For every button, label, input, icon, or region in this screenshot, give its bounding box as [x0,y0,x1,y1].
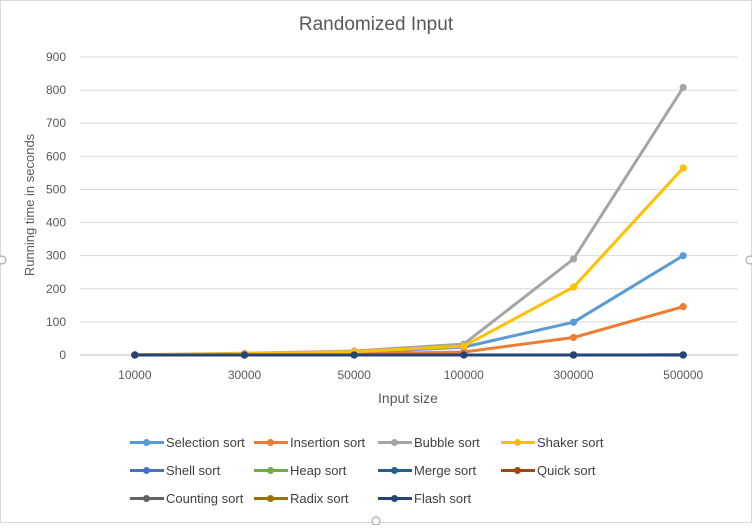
legend-swatch-marker [143,439,150,446]
legend-item: Flash sort [378,488,471,508]
legend-swatch [501,432,535,452]
legend-item: Radix sort [254,488,349,508]
legend-swatch-marker [391,467,398,474]
x-tick-label: 30000 [228,368,262,382]
data-point [680,84,687,91]
y-tick-label: 500 [46,182,66,196]
y-axis-label: Running time in seconds [22,133,37,276]
legend-swatch-marker [267,467,274,474]
legend-swatch-marker [514,467,521,474]
legend-swatch-marker [143,467,150,474]
legend-label: Quick sort [537,463,596,478]
legend-item: Selection sort [130,432,245,452]
legend-label: Heap sort [290,463,346,478]
legend-label: Radix sort [290,491,349,506]
data-point [241,351,248,358]
y-tick-label: 0 [59,348,66,362]
x-axis-label: Input size [378,390,438,406]
data-point [131,351,138,358]
legend-label: Bubble sort [414,435,480,450]
legend-label: Shell sort [166,463,220,478]
legend-swatch-marker [514,439,521,446]
x-tick-label: 500000 [663,368,703,382]
legend-item: Shaker sort [501,432,603,452]
legend-swatch [130,488,164,508]
legend-item: Insertion sort [254,432,365,452]
legend-swatch [378,488,412,508]
data-point [460,342,467,349]
legend-swatch-marker [391,495,398,502]
y-tick-label: 300 [46,249,66,263]
data-point [570,351,577,358]
legend-swatch [254,460,288,480]
chart-title: Randomized Input [299,14,454,35]
y-tick-label: 200 [46,282,66,296]
y-tick-label: 900 [46,50,66,64]
data-point [460,351,467,358]
y-tick-label: 400 [46,216,66,230]
legend-swatch [378,460,412,480]
x-tick-label: 10000 [118,368,152,382]
x-tick-label: 100000 [444,368,484,382]
legend-label: Selection sort [166,435,245,450]
legend-swatch-marker [267,439,274,446]
legend-item: Bubble sort [378,432,480,452]
data-point [680,303,687,310]
data-point [680,351,687,358]
resize-handle-right[interactable] [746,256,752,264]
legend-label: Merge sort [414,463,476,478]
legend-item: Heap sort [254,460,346,480]
legend-swatch [501,460,535,480]
x-tick-label: 300000 [553,368,593,382]
legend-swatch-marker [267,495,274,502]
data-point [570,319,577,326]
y-tick-label: 700 [46,116,66,130]
data-point [680,164,687,171]
y-tick-label: 800 [46,83,66,97]
data-point [680,252,687,259]
legend-item: Merge sort [378,460,476,480]
data-point [570,255,577,262]
data-point [351,351,358,358]
legend-label: Flash sort [414,491,471,506]
resize-handle-left[interactable] [0,256,6,264]
y-tick-label: 100 [46,315,66,329]
legend-swatch [254,432,288,452]
legend-swatch [130,460,164,480]
data-point [570,284,577,291]
legend-swatch-marker [391,439,398,446]
legend-item: Shell sort [130,460,220,480]
legend-label: Shaker sort [537,435,603,450]
legend-item: Quick sort [501,460,596,480]
legend-item: Counting sort [130,488,243,508]
legend-swatch [130,432,164,452]
legend-swatch-marker [143,495,150,502]
data-point [570,334,577,341]
legend-swatch [254,488,288,508]
resize-handle-bottom[interactable] [372,517,380,525]
x-tick-label: 50000 [337,368,371,382]
y-tick-label: 600 [46,149,66,163]
legend-swatch [378,432,412,452]
legend-label: Insertion sort [290,435,365,450]
legend-label: Counting sort [166,491,243,506]
